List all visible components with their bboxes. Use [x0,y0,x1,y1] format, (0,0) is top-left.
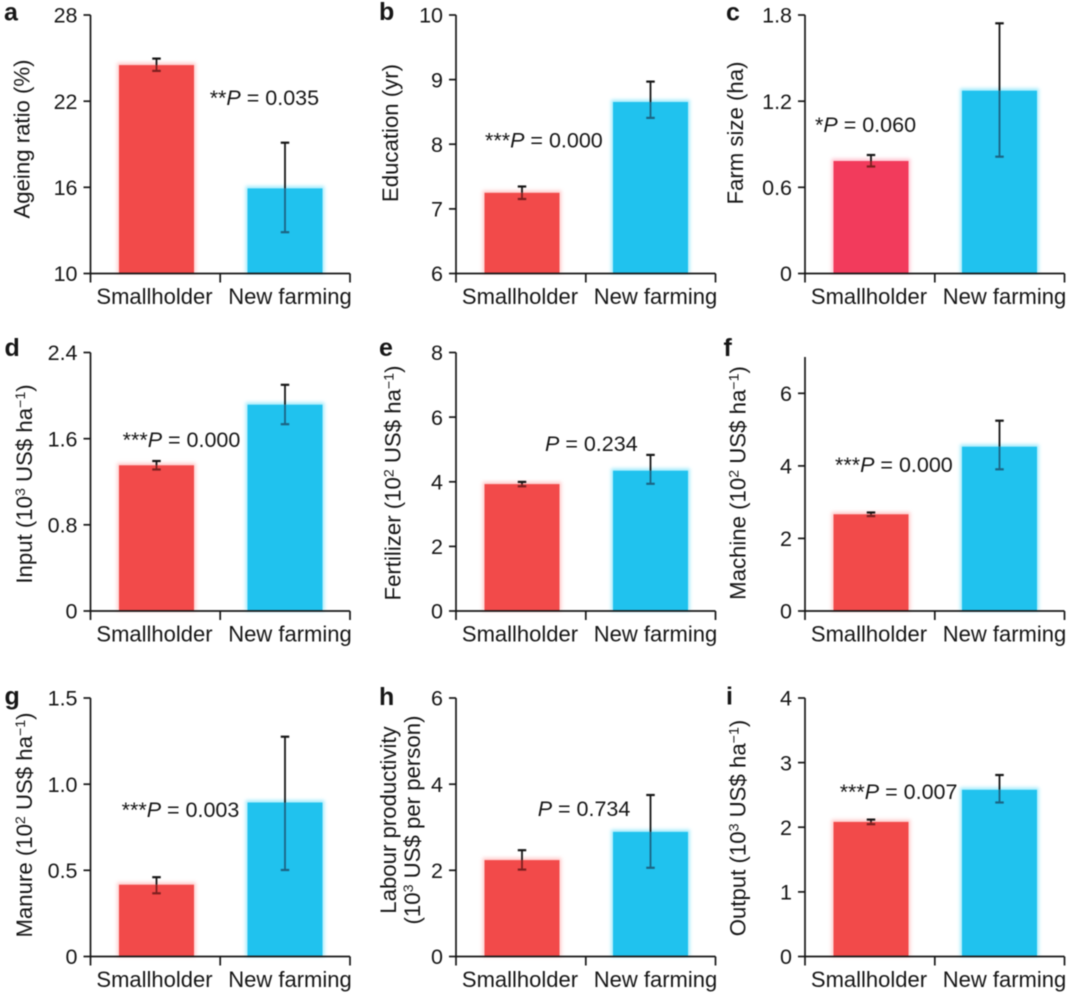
svg-text:New farming: New farming [594,967,717,992]
svg-text:e: e [379,334,393,362]
svg-text:Smallholder: Smallholder [462,284,578,309]
svg-text:New farming: New farming [228,967,351,992]
svg-text:Input (103 US$ ha−1): Input (103 US$ ha−1) [12,384,37,583]
svg-text:0.5: 0.5 [48,859,78,883]
svg-text:0: 0 [780,262,792,286]
svg-text:b: b [379,0,394,26]
svg-text:2: 2 [780,527,792,551]
svg-text:9: 9 [431,68,443,92]
svg-text:8: 8 [431,341,443,365]
svg-text:g: g [5,683,20,711]
svg-text:2: 2 [780,816,792,840]
svg-text:6: 6 [431,262,443,286]
svg-text:*P = 0.060: *P = 0.060 [815,113,916,137]
svg-text:28: 28 [54,4,78,28]
svg-text:7: 7 [431,198,443,222]
svg-text:Education (yr): Education (yr) [378,64,403,202]
svg-text:1.2: 1.2 [762,90,792,114]
svg-text:1: 1 [780,881,792,905]
svg-text:New farming: New farming [228,622,351,647]
svg-text:1.5: 1.5 [48,687,78,711]
svg-text:4: 4 [431,470,443,494]
svg-text:Farm size (ha): Farm size (ha) [723,61,748,204]
svg-text:Fertilizer (102 US$ ha−1): Fertilizer (102 US$ ha−1) [381,366,406,601]
svg-text:***P = 0.003: ***P = 0.003 [122,798,240,822]
svg-text:Labour productivity: Labour productivity [376,725,401,913]
svg-text:***P = 0.000: ***P = 0.000 [123,428,241,452]
svg-text:Smallholder: Smallholder [462,622,578,647]
svg-text:0: 0 [66,945,78,969]
svg-text:0.6: 0.6 [762,176,792,200]
svg-text:Smallholder: Smallholder [96,622,212,647]
svg-text:New farming: New farming [594,284,717,309]
svg-text:New farming: New farming [943,967,1066,992]
svg-text:1.6: 1.6 [48,427,78,451]
svg-text:f: f [724,334,733,362]
svg-text:New farming: New farming [943,284,1066,309]
svg-text:Manure (102 US$ ha−1): Manure (102 US$ ha−1) [12,712,37,937]
svg-text:0: 0 [66,600,78,624]
svg-text:P = 0.734: P = 0.734 [538,797,631,821]
svg-text:New farming: New farming [943,622,1066,647]
svg-text:0: 0 [431,600,443,624]
svg-text:Smallholder: Smallholder [811,284,927,309]
svg-text:2: 2 [431,535,443,559]
svg-text:Smallholder: Smallholder [811,622,927,647]
svg-text:P = 0.234: P = 0.234 [545,432,638,456]
svg-text:Smallholder: Smallholder [96,284,212,309]
svg-text:a: a [4,0,19,27]
svg-text:**P = 0.035: **P = 0.035 [210,86,319,110]
svg-text:New farming: New farming [228,284,351,309]
svg-text:c: c [726,0,740,27]
svg-text:4: 4 [431,773,443,797]
svg-text:6: 6 [431,406,443,430]
svg-text:***P = 0.000: ***P = 0.000 [485,129,603,153]
svg-text:16: 16 [54,176,78,200]
svg-text:New farming: New farming [594,622,717,647]
svg-text:0: 0 [431,945,443,969]
svg-text:0.8: 0.8 [48,514,78,538]
svg-text:(103 US$ per person): (103 US$ per person) [400,716,425,925]
svg-text:***P = 0.000: ***P = 0.000 [835,453,953,477]
svg-text:0: 0 [780,600,792,624]
svg-text:***P = 0.007: ***P = 0.007 [840,780,958,804]
svg-text:Ageing ratio (%): Ageing ratio (%) [10,59,35,218]
svg-text:10: 10 [419,4,443,28]
svg-text:1.0: 1.0 [48,773,78,797]
svg-text:2: 2 [431,859,443,883]
svg-text:Smallholder: Smallholder [811,967,927,992]
svg-text:Smallholder: Smallholder [96,967,212,992]
svg-text:1.8: 1.8 [762,4,792,28]
svg-text:8: 8 [431,133,443,157]
svg-text:h: h [379,683,394,711]
svg-text:4: 4 [780,455,792,479]
svg-text:Smallholder: Smallholder [462,967,578,992]
svg-text:Machine (102 US$ ha−1): Machine (102 US$ ha−1) [726,366,751,600]
svg-text:i: i [726,683,733,711]
svg-text:10: 10 [54,262,78,286]
svg-text:6: 6 [431,687,443,711]
svg-text:6: 6 [780,382,792,406]
svg-text:2.4: 2.4 [48,341,78,365]
svg-text:d: d [5,334,20,362]
svg-text:0: 0 [780,945,792,969]
svg-text:22: 22 [54,90,78,114]
svg-text:4: 4 [780,687,792,711]
svg-text:3: 3 [780,751,792,775]
